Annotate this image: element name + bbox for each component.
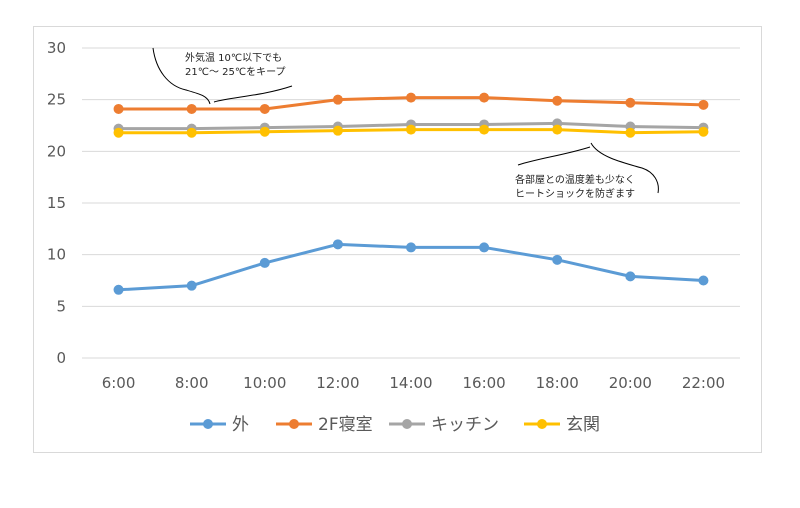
x-tick-label: 14:00 xyxy=(389,374,432,392)
annotation-callout-line xyxy=(152,47,211,105)
annotation-line: ヒートショックを防ぎます xyxy=(515,187,635,200)
legend-marker xyxy=(203,419,213,429)
y-tick-label: 0 xyxy=(56,349,66,367)
data-point xyxy=(406,242,416,253)
data-point xyxy=(406,92,416,103)
series-group xyxy=(113,239,709,295)
annotation-line: 21℃～ 25℃をキープ xyxy=(185,66,286,78)
data-point xyxy=(113,127,124,138)
legend-label: 玄関 xyxy=(566,415,600,435)
x-tick-label: 16:00 xyxy=(462,374,505,392)
data-point xyxy=(332,239,343,250)
data-point xyxy=(698,275,709,286)
y-tick-label: 5 xyxy=(56,297,66,315)
annotation-room-difference: 各部屋との温度差も少なく ヒートショックを防ぎます xyxy=(515,142,659,200)
annotation-callout-line xyxy=(590,142,659,194)
x-tick-label: 10:00 xyxy=(243,374,286,392)
legend-item: 2F寝室 xyxy=(276,414,373,435)
data-point xyxy=(479,124,490,135)
legend-marker xyxy=(537,419,547,429)
data-point xyxy=(625,271,636,282)
legend-label: 外 xyxy=(232,415,249,435)
annotation-callout-line xyxy=(517,146,591,166)
x-tick-label: 22:00 xyxy=(682,374,725,392)
legend: 外 2F寝室 キッチン 玄関 xyxy=(190,414,600,435)
data-point xyxy=(552,254,563,265)
data-point xyxy=(259,126,270,137)
data-point xyxy=(625,127,636,138)
data-point xyxy=(259,103,270,114)
legend-label: キッチン xyxy=(431,415,499,435)
legend-marker xyxy=(402,419,412,429)
x-tick-label: 20:00 xyxy=(609,374,652,392)
legend-marker xyxy=(289,419,299,429)
x-axis-tick-labels: 6:00 8:00 10:00 12:00 14:00 16:00 18:00 20:00 22… xyxy=(102,374,725,392)
data-point xyxy=(113,103,124,114)
annotation-line: 外気温 10℃以下でも xyxy=(185,51,282,64)
y-tick-label: 30 xyxy=(47,39,66,57)
annotation-line: 各部屋との温度差も少なく xyxy=(515,173,635,186)
x-tick-label: 6:00 xyxy=(102,374,136,392)
legend-label: 2F寝室 xyxy=(318,414,373,435)
y-tick-label: 15 xyxy=(47,194,66,212)
annotation-bedroom-temp: 外気温 10℃以下でも 21℃～ 25℃をキープ xyxy=(152,47,293,105)
data-point xyxy=(332,94,343,105)
data-point xyxy=(479,242,490,253)
x-tick-label: 12:00 xyxy=(316,374,359,392)
y-tick-label: 20 xyxy=(47,142,66,160)
series-group xyxy=(113,124,709,138)
legend-item: 玄関 xyxy=(524,415,600,435)
data-point xyxy=(186,127,197,138)
annotation-callout-line xyxy=(213,85,293,103)
series-lines xyxy=(113,92,709,295)
legend-item: キッチン xyxy=(389,415,499,435)
y-axis-tick-labels: 0 5 10 15 20 25 30 xyxy=(47,39,66,367)
data-point xyxy=(698,126,709,137)
y-tick-label: 10 xyxy=(47,246,66,264)
data-point xyxy=(186,103,197,114)
data-point xyxy=(332,125,343,136)
data-point xyxy=(552,95,563,106)
data-point xyxy=(698,99,709,110)
data-point xyxy=(259,257,270,268)
data-point xyxy=(479,92,490,103)
data-point xyxy=(552,124,563,135)
data-point xyxy=(186,280,197,291)
x-tick-label: 18:00 xyxy=(536,374,579,392)
data-point xyxy=(625,97,636,108)
series-group xyxy=(113,92,709,114)
data-point xyxy=(406,124,416,135)
y-tick-label: 25 xyxy=(47,91,66,109)
legend-item: 外 xyxy=(190,415,249,435)
x-tick-label: 8:00 xyxy=(175,374,209,392)
data-point xyxy=(113,284,124,295)
